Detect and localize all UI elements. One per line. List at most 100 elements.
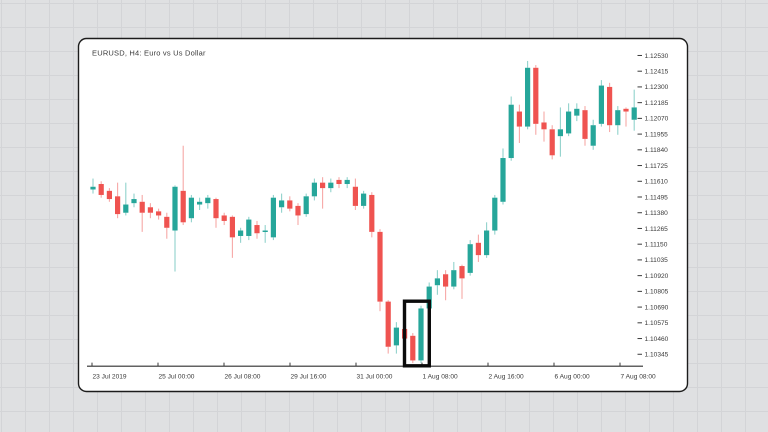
candle-body-bearish: [320, 182, 326, 189]
candle-body-bullish: [451, 270, 457, 287]
candle-body-bullish: [172, 186, 178, 231]
x-tick-label: 26 Jul 08:00: [225, 374, 261, 381]
candle-body-bearish: [607, 86, 613, 126]
x-axis-ticks: 23 Jul 2019 25 Jul 00:00 26 Jul 08:00 29 Ju…: [91, 362, 657, 381]
candle-body-bearish: [623, 108, 629, 112]
y-tick-label: 1.10805: [645, 289, 669, 296]
candle-body-bullish: [328, 182, 334, 189]
candle-body-bearish: [106, 190, 112, 200]
candle-body-bearish: [533, 67, 539, 124]
x-tick-label: 6 Aug 00:00: [555, 374, 591, 381]
x-tick-label: 29 Jul 16:00: [291, 374, 327, 381]
highlight-box-annotation: [402, 299, 431, 368]
y-tick-label: 1.11725: [645, 163, 669, 170]
y-tick-label: 1.10460: [645, 336, 669, 343]
candle-body-bearish: [254, 225, 260, 234]
y-tick-label: 1.11035: [645, 257, 669, 264]
candle-body-bearish: [385, 301, 391, 347]
candle-body-bullish: [361, 193, 367, 206]
candle-body-bullish: [393, 327, 399, 346]
candle-body-bearish: [164, 216, 170, 228]
candle-body-bearish: [475, 242, 481, 256]
candle-body-bullish: [270, 197, 276, 238]
candle-body-bearish: [369, 194, 375, 232]
y-tick-label: 1.10575: [645, 320, 669, 327]
candle-body-bearish: [582, 110, 588, 139]
candle-body-bullish: [590, 125, 596, 146]
candle-body-bearish: [98, 184, 104, 195]
x-tick-label: 2 Aug 16:00: [489, 374, 525, 381]
chart-panel: [77, 37, 689, 393]
candle-body-bearish: [352, 186, 358, 206]
candle-body-bearish: [139, 201, 145, 213]
chart-title: EURUSD, H4: Euro vs Us Dollar: [92, 49, 206, 58]
candle-body-bearish: [459, 266, 465, 279]
candle-body-bullish: [197, 201, 203, 205]
candle-body-bullish: [631, 107, 637, 120]
candle-body-bearish: [156, 211, 162, 216]
candle-body-bearish: [443, 274, 449, 287]
y-tick-label: 1.11380: [645, 210, 669, 217]
candle-body-bullish: [279, 200, 285, 208]
y-tick-label: 1.11265: [645, 226, 669, 233]
x-tick-label: 1 Aug 08:00: [423, 374, 459, 381]
candle-body-bullish: [303, 196, 309, 215]
candle-body-bullish: [188, 197, 194, 219]
candle-body-bullish: [123, 204, 129, 213]
candle-body-bullish: [500, 158, 506, 202]
y-tick-label: 1.12530: [645, 53, 669, 60]
candle-body-bullish: [246, 219, 252, 236]
candle-body-bullish: [205, 197, 211, 204]
candle-body-bearish: [516, 111, 522, 127]
candle-body-bearish: [377, 231, 383, 302]
candle-body-bullish: [525, 67, 531, 127]
candle-body-bearish: [287, 200, 293, 209]
y-tick-label: 1.10690: [645, 304, 669, 311]
x-tick-label: 7 Aug 08:00: [621, 374, 657, 381]
candle-body-bullish: [262, 230, 268, 233]
candle-body-bullish: [90, 186, 96, 190]
candle-body-bearish: [221, 215, 227, 221]
candle-body-bullish: [311, 182, 317, 197]
y-tick-label: 1.11150: [645, 241, 668, 248]
candle-body-bullish: [484, 230, 490, 256]
y-tick-label: 1.10920: [645, 273, 669, 280]
candle-body-bearish: [410, 335, 416, 361]
candle-body-bearish: [336, 179, 342, 185]
candle-body-bullish: [344, 179, 350, 185]
x-tick-label: 23 Jul 2019: [93, 374, 127, 381]
y-tick-label: 1.12070: [645, 116, 669, 123]
candle-body-bearish: [229, 216, 235, 238]
y-tick-label: 1.11495: [645, 194, 669, 201]
candle-body-bullish: [426, 286, 432, 309]
candle-body-bearish: [115, 196, 121, 215]
x-tick-label: 25 Jul 00:00: [159, 374, 195, 381]
candle-body-bearish: [295, 205, 301, 216]
y-tick-label: 1.11610: [645, 179, 669, 186]
candle-body-bullish: [492, 197, 498, 231]
y-tick-label: 1.11955: [645, 131, 669, 138]
candle-body-bullish: [615, 110, 621, 126]
candle-body-bullish: [238, 230, 244, 236]
candle-body-bullish: [418, 308, 424, 361]
candle-body-bullish: [566, 111, 572, 134]
y-tick-label: 1.12415: [645, 68, 669, 75]
candle-body-bullish: [434, 278, 440, 286]
y-axis-ticks: 1.12530 1.12415 1.12300 1.12185 1.12070 1.119…: [637, 53, 669, 359]
candle-body-bearish: [541, 122, 547, 130]
candle-body-bullish: [598, 85, 604, 124]
y-tick-label: 1.12300: [645, 84, 669, 91]
candle-body-bullish: [467, 244, 473, 273]
candle-body-bullish: [557, 129, 563, 137]
x-tick-label: 31 Jul 00:00: [357, 374, 393, 381]
y-tick-label: 1.10345: [645, 352, 669, 359]
y-tick-label: 1.12185: [645, 100, 669, 107]
candle-body-bullish: [131, 199, 137, 204]
candle-body-bullish: [574, 108, 580, 116]
candle-body-bearish: [213, 199, 219, 219]
candle-body-bearish: [147, 207, 153, 213]
candle-body-bearish: [180, 190, 186, 223]
candles-group: [90, 60, 637, 364]
